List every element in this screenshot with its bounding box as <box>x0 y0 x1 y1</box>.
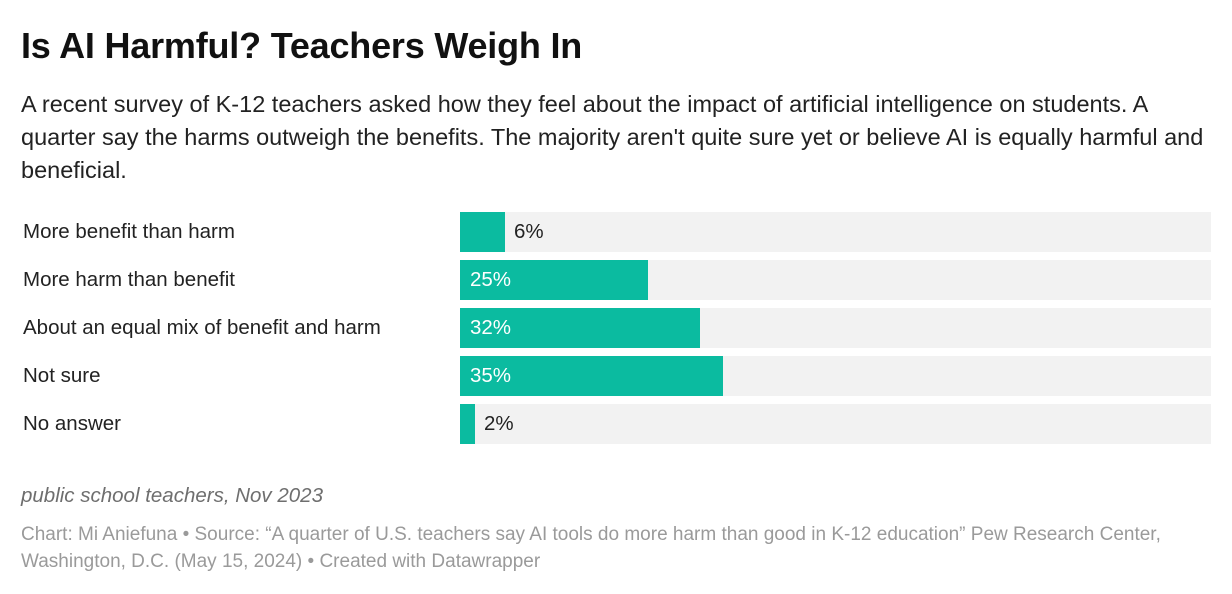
data-label: 6% <box>514 220 544 243</box>
bar-row: More benefit than harm 6% <box>21 212 1211 252</box>
data-label: 32% <box>470 316 512 339</box>
chart-subtitle: A recent survey of K-12 teachers asked h… <box>21 91 1204 183</box>
bar-row: About an equal mix of benefit and harm 32… <box>21 308 1211 348</box>
bar <box>460 212 505 252</box>
bar-track: 25% <box>460 260 1211 300</box>
chart-notes: public school teachers, Nov 2023 <box>21 484 323 507</box>
chart-footer: Chart: Mi Aniefuna • Source: “A quarter … <box>21 524 1161 572</box>
bar <box>460 404 475 444</box>
category-label: Not sure <box>23 364 101 387</box>
bar-row: More harm than benefit 25% <box>21 260 1211 300</box>
bar-chart: More benefit than harm 6% More harm than b… <box>21 212 1211 452</box>
data-label: 25% <box>470 268 512 291</box>
bar-row: Not sure 35% <box>21 356 1211 396</box>
category-label: About an equal mix of benefit and harm <box>23 316 381 339</box>
bar <box>460 260 648 300</box>
chart-title: Is AI Harmful? Teachers Weigh In <box>21 25 583 66</box>
category-label: No answer <box>23 412 121 435</box>
bar-track: 32% <box>460 308 1211 348</box>
bar <box>460 308 700 348</box>
chart-container: Is AI Harmful? Teachers Weigh In A recen… <box>21 18 1211 572</box>
bar-track: 2% <box>460 404 1211 444</box>
bar-track: 35% <box>460 356 1211 396</box>
bar-row: No answer 2% <box>21 404 1211 444</box>
category-label: More benefit than harm <box>23 220 235 243</box>
category-label: More harm than benefit <box>23 268 235 291</box>
data-label: 2% <box>484 412 514 435</box>
bar-track: 6% <box>460 212 1211 252</box>
bar <box>460 356 723 396</box>
data-label: 35% <box>470 364 512 387</box>
